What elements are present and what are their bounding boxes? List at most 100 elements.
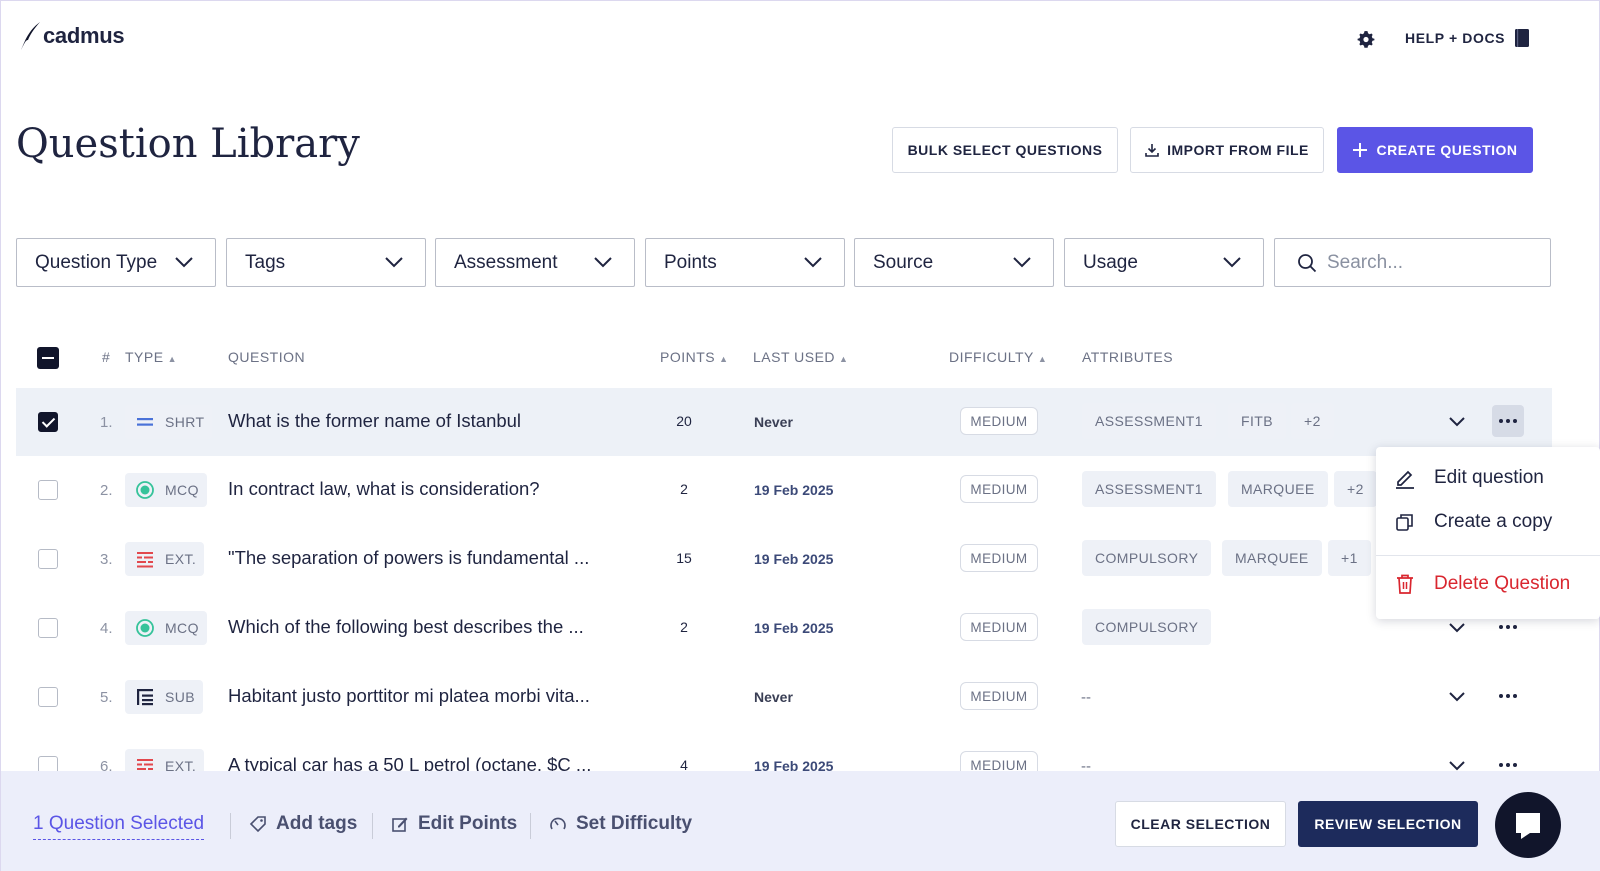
menu-edit-label: Edit question [1434, 467, 1544, 488]
difficulty-badge: MEDIUM [960, 682, 1038, 710]
extended-response-icon [137, 552, 153, 568]
more-options-button[interactable] [1492, 680, 1524, 712]
divider [230, 813, 231, 839]
filter-source[interactable]: Source [854, 238, 1054, 287]
clear-selection-button[interactable]: CLEAR SELECTION [1115, 801, 1286, 847]
row-context-menu: Edit question Create a copy Delete Quest… [1376, 447, 1600, 619]
chat-launcher[interactable] [1495, 792, 1561, 858]
difficulty-badge: MEDIUM [960, 475, 1038, 503]
bulk-select-button[interactable]: BULK SELECT QUESTIONS [892, 127, 1118, 173]
selected-count-link[interactable]: 1 Question Selected [33, 813, 205, 840]
question-type-badge: MCQ [125, 473, 207, 507]
filter-label: Question Type [35, 251, 158, 273]
question-text[interactable]: In contract law, what is consideration? [228, 478, 540, 499]
menu-divider [1376, 555, 1600, 556]
row-number: 4. [100, 620, 113, 637]
sort-up-icon: ▲ [1037, 354, 1048, 364]
edit-points-button[interactable]: Edit Points [391, 813, 517, 835]
col-points[interactable]: POINTS ▲ [660, 349, 729, 365]
edit-icon [392, 817, 408, 832]
table-row[interactable]: 3. EXT. "The separation of powers is fun… [16, 525, 1552, 593]
search-input[interactable] [1327, 251, 1527, 274]
more-options-button[interactable] [1492, 749, 1524, 781]
add-tags-button[interactable]: Add tags [249, 813, 357, 835]
table-row[interactable]: 5. SUB Habitant justo porttitor mi plate… [16, 663, 1552, 731]
row-number: 2. [100, 482, 113, 499]
chevron-down-icon[interactable] [1448, 414, 1466, 428]
book-icon[interactable] [1513, 28, 1531, 48]
create-question-button[interactable]: CREATE QUESTION [1337, 127, 1533, 173]
add-tags-label: Add tags [276, 813, 358, 834]
last-used-value: 19 Feb 2025 [754, 551, 834, 567]
chevron-down-icon[interactable] [1448, 689, 1466, 703]
attribute-tag: ASSESSMENT1 [1082, 471, 1216, 507]
col-last-used[interactable]: LAST USED ▲ [753, 349, 848, 365]
col-points-label: POINTS [660, 349, 716, 365]
col-difficulty-label: DIFFICULTY [949, 349, 1034, 365]
select-all-checkbox[interactable] [37, 347, 59, 369]
attribute-tag-more[interactable]: +2 [1291, 403, 1334, 439]
question-type-label: SUB [165, 689, 195, 705]
filter-tags[interactable]: Tags [226, 238, 426, 287]
question-text[interactable]: Which of the following best describes th… [228, 616, 584, 637]
download-icon [1145, 144, 1159, 157]
chat-icon [1516, 813, 1540, 839]
filter-points[interactable]: Points [645, 238, 845, 287]
menu-delete-label: Delete Question [1434, 573, 1571, 594]
table-row[interactable]: 2. MCQ In contract law, what is consider… [16, 456, 1552, 524]
trash-icon [1397, 574, 1413, 594]
filter-assessment[interactable]: Assessment [435, 238, 635, 287]
question-text[interactable]: Habitant justo porttitor mi platea morbi… [228, 685, 590, 706]
filter-question-type[interactable]: Question Type [16, 238, 216, 287]
attribute-tag: ASSESSMENT1 [1082, 403, 1216, 439]
filter-label: Source [873, 251, 934, 273]
filter-label: Usage [1083, 251, 1138, 273]
review-selection-button[interactable]: REVIEW SELECTION [1298, 801, 1478, 847]
chevron-down-icon [175, 257, 193, 268]
menu-create-copy[interactable]: Create a copy [1394, 511, 1552, 533]
help-docs-link[interactable]: HELP + DOCS [1405, 30, 1506, 46]
chevron-down-icon[interactable] [1448, 758, 1466, 772]
attribute-tag-more[interactable]: +1 [1328, 540, 1371, 576]
menu-edit-question[interactable]: Edit question [1394, 467, 1544, 489]
gear-icon[interactable] [1356, 29, 1376, 49]
row-checkbox[interactable] [38, 687, 58, 707]
more-options-button[interactable] [1492, 611, 1524, 643]
question-text[interactable]: What is the former name of Istanbul [228, 410, 522, 431]
question-type-label: SHRT [165, 414, 205, 430]
table-row[interactable]: 1. SHRT What is the former name of Istan… [16, 388, 1552, 456]
set-difficulty-button[interactable]: Set Difficulty [549, 813, 692, 835]
filter-label: Assessment [454, 251, 558, 273]
points-value: 20 [676, 413, 692, 429]
row-checkbox[interactable] [38, 618, 58, 638]
search-box [1274, 238, 1551, 287]
more-options-button[interactable] [1492, 405, 1524, 437]
menu-delete-question[interactable]: Delete Question [1394, 573, 1570, 595]
row-checkbox[interactable] [38, 549, 58, 569]
multiple-choice-icon [136, 619, 154, 637]
col-num: # [102, 349, 111, 365]
filter-usage[interactable]: Usage [1064, 238, 1264, 287]
tag-icon [249, 816, 266, 833]
table-row[interactable]: 4. MCQ Which of the following best descr… [16, 594, 1552, 662]
row-checkbox[interactable] [38, 480, 58, 500]
row-number: 5. [100, 689, 113, 706]
import-button[interactable]: IMPORT FROM FILE [1130, 127, 1324, 173]
cadmus-logo[interactable]: cadmus [19, 21, 125, 51]
attribute-tag-more[interactable]: +2 [1334, 471, 1377, 507]
col-type[interactable]: TYPE ▲ [125, 349, 177, 365]
gauge-icon [550, 817, 566, 830]
question-type-badge: MCQ [125, 611, 207, 645]
chevron-down-icon[interactable] [1448, 620, 1466, 634]
multiple-choice-icon [136, 481, 154, 499]
pencil-icon [1396, 470, 1414, 489]
question-text[interactable]: A typical car has a 50 L petrol (octane,… [228, 754, 592, 775]
attribute-tag: FITB [1228, 403, 1286, 439]
row-checkbox[interactable] [38, 412, 58, 432]
question-type-label: EXT. [165, 758, 197, 774]
col-difficulty[interactable]: DIFFICULTY ▲ [949, 349, 1047, 365]
top-bar: cadmus HELP + DOCS [1, 1, 1600, 79]
question-text[interactable]: "The separation of powers is fundamental… [228, 547, 590, 568]
copy-icon [1396, 514, 1413, 531]
row-number: 1. [100, 414, 113, 431]
